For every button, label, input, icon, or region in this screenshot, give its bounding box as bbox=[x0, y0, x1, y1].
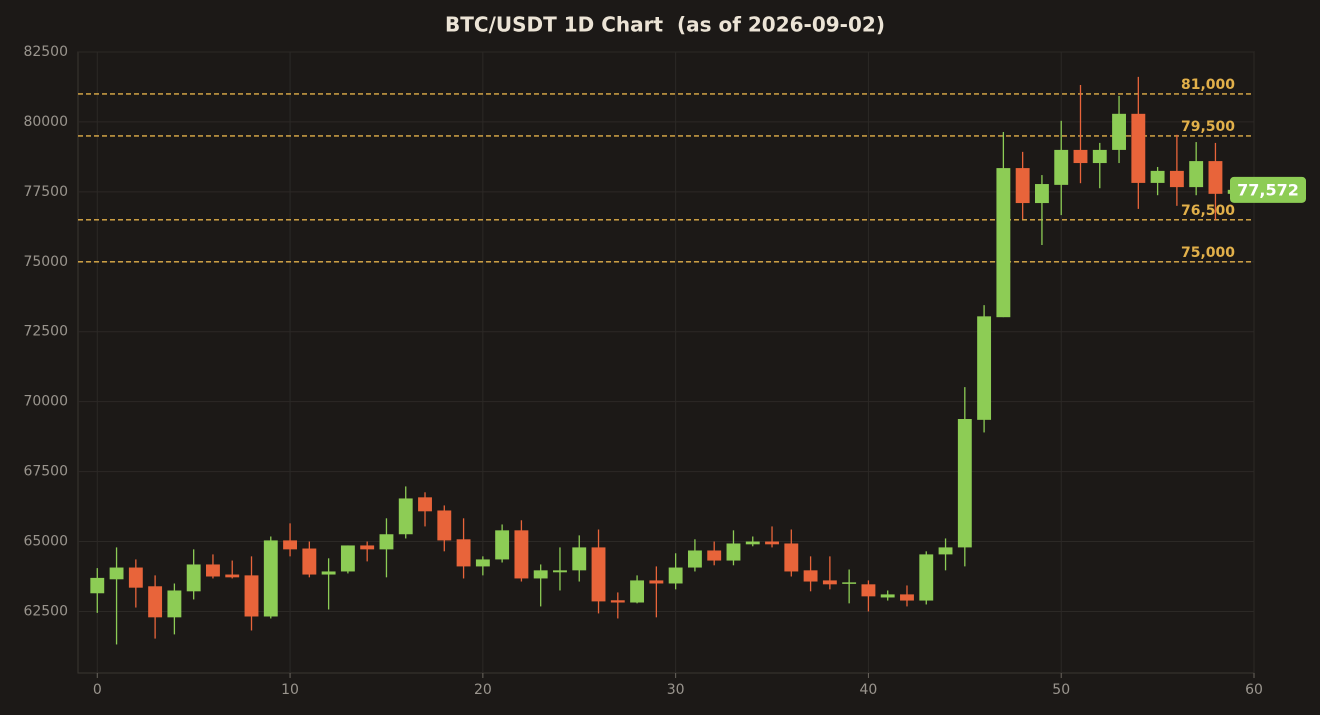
candle-body bbox=[437, 510, 452, 541]
candle-body bbox=[726, 543, 741, 561]
candle-body bbox=[803, 570, 818, 582]
candle-body bbox=[591, 547, 606, 602]
candle-body bbox=[340, 545, 355, 572]
candle-body bbox=[880, 594, 895, 598]
candle-body bbox=[398, 498, 413, 535]
candle-body bbox=[1208, 161, 1223, 194]
candle-body bbox=[687, 550, 702, 568]
candle-body bbox=[1169, 170, 1184, 188]
level-label: 79,500 bbox=[1181, 119, 1235, 135]
candle-body bbox=[553, 570, 567, 573]
y-tick-label: 70000 bbox=[23, 394, 68, 410]
candle-body bbox=[707, 550, 722, 561]
candle-body bbox=[225, 574, 240, 578]
y-tick-label: 72500 bbox=[23, 324, 68, 340]
y-tick-label: 77500 bbox=[23, 184, 68, 200]
y-tick-label: 67500 bbox=[23, 464, 68, 480]
level-label: 76,500 bbox=[1181, 203, 1235, 219]
candle-body bbox=[206, 564, 220, 577]
candle-body bbox=[1112, 113, 1126, 150]
candle-body bbox=[533, 570, 548, 579]
y-tick-label: 75000 bbox=[23, 254, 68, 270]
candle-body bbox=[1150, 170, 1165, 183]
candle-body bbox=[90, 577, 105, 594]
candle-body bbox=[977, 316, 992, 420]
candle-body bbox=[128, 567, 143, 588]
candle-body bbox=[167, 590, 182, 618]
candle-body bbox=[1054, 149, 1069, 185]
candle-body bbox=[514, 530, 529, 579]
candle-body bbox=[668, 567, 683, 584]
candle-body bbox=[610, 600, 625, 603]
candle-body bbox=[572, 547, 587, 571]
candle-body bbox=[283, 540, 298, 550]
x-tick-label: 20 bbox=[474, 682, 492, 698]
x-tick-label: 30 bbox=[667, 682, 685, 698]
candle-body bbox=[765, 541, 779, 545]
candle-body bbox=[919, 554, 934, 601]
y-tick-label: 62500 bbox=[23, 603, 68, 619]
candle-body bbox=[302, 548, 317, 575]
candle-body bbox=[1189, 161, 1204, 188]
candle-body bbox=[1131, 113, 1146, 183]
y-tick-label: 82500 bbox=[23, 44, 68, 60]
candle-body bbox=[630, 580, 645, 603]
candle-body bbox=[495, 530, 510, 560]
candle-body bbox=[861, 584, 876, 597]
last-price-label: 77,572 bbox=[1237, 180, 1299, 199]
candle-body bbox=[784, 543, 799, 572]
x-tick-label: 0 bbox=[93, 682, 102, 698]
candle-body bbox=[418, 497, 432, 512]
candle-body bbox=[1015, 168, 1030, 204]
candle-body bbox=[822, 580, 837, 585]
x-tick-label: 60 bbox=[1245, 682, 1263, 698]
level-label: 81,000 bbox=[1181, 77, 1235, 93]
candle-body bbox=[263, 540, 278, 617]
candle-body bbox=[938, 547, 953, 555]
candle-body bbox=[842, 582, 857, 584]
x-tick-label: 10 bbox=[281, 682, 299, 698]
candle-body bbox=[360, 545, 375, 550]
candle-body bbox=[456, 539, 471, 567]
candle-body bbox=[186, 564, 201, 592]
candle-body bbox=[957, 419, 972, 548]
candle-body bbox=[244, 575, 259, 617]
candle-body bbox=[475, 559, 490, 567]
chart-title: BTC/USDT 1D Chart (as of 2026-09-02) bbox=[445, 13, 885, 37]
x-tick-label: 40 bbox=[860, 682, 878, 698]
y-tick-label: 80000 bbox=[23, 114, 68, 130]
candle-body bbox=[1073, 149, 1088, 164]
candle-body bbox=[1092, 149, 1107, 164]
candle-body bbox=[148, 586, 163, 618]
candle-body bbox=[379, 534, 394, 550]
x-tick-label: 50 bbox=[1052, 682, 1070, 698]
last-price-badge bbox=[1230, 176, 1306, 203]
level-label: 75,000 bbox=[1181, 245, 1235, 261]
y-tick-label: 65000 bbox=[23, 534, 68, 550]
candle-body bbox=[109, 567, 124, 580]
candle-body bbox=[900, 594, 914, 601]
candle-body bbox=[996, 168, 1011, 318]
candle-body bbox=[321, 571, 336, 575]
candle-body bbox=[649, 580, 664, 584]
candle-body bbox=[745, 541, 760, 545]
candle-body bbox=[1034, 184, 1049, 204]
